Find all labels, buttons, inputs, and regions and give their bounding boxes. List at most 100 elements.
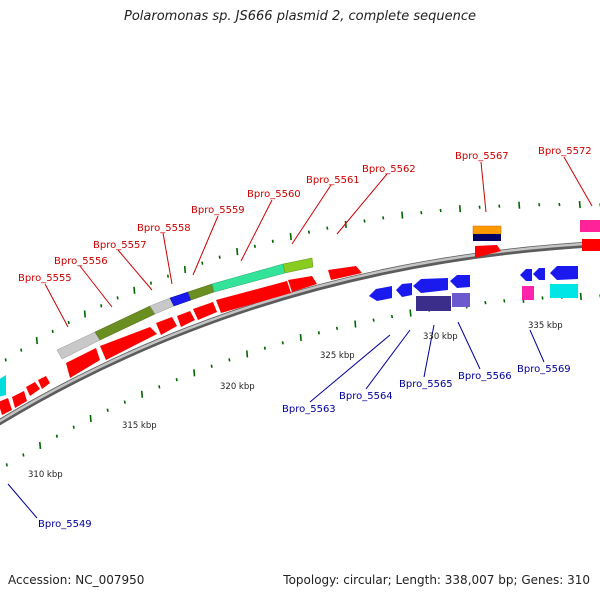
- tick-mark: [236, 248, 239, 256]
- tick-mark: [89, 415, 92, 423]
- tick-mark: [140, 390, 144, 398]
- forward-gene-labels: Bpro_5555 Bpro_5556 Bpro_5557 Bpro_5558 …: [18, 146, 592, 284]
- gene-label-bpro-5560: Bpro_5560: [247, 189, 301, 200]
- scale-label-325: 325 kbp: [320, 351, 355, 361]
- tick-mark: [335, 326, 339, 330]
- gene-arrow-fwd: [177, 311, 195, 327]
- tick-mark: [299, 334, 302, 342]
- tick-mark: [326, 226, 329, 230]
- scale-label-315: 315 kbp: [122, 421, 157, 431]
- feature-bar-olive-2: [187, 283, 215, 301]
- tick-mark: [149, 281, 153, 285]
- tick-mark: [518, 201, 521, 209]
- tick-mark: [409, 309, 412, 317]
- feature-bar-grey-2: [149, 297, 175, 315]
- gene-arrow-fwd: [12, 391, 27, 408]
- tick-mark: [166, 274, 170, 278]
- gene-label-bpro-5556: Bpro_5556: [54, 256, 108, 267]
- tick-mark: [83, 310, 86, 318]
- tick-mark: [317, 331, 320, 335]
- tick-mark: [354, 320, 357, 328]
- tick-mark: [281, 341, 284, 345]
- tick-mark: [439, 208, 442, 213]
- scale-label-335: 335 kbp: [528, 321, 563, 331]
- feature-bar-lime-1: [282, 257, 314, 274]
- topology-summary-text: Topology: circular; Length: 338,007 bp; …: [283, 573, 590, 587]
- gene-arrow-fwd: [288, 276, 317, 292]
- gene-arrow-fwd: [100, 327, 157, 360]
- tick-mark: [183, 265, 187, 274]
- tick-mark: [218, 255, 221, 259]
- tick-mark: [133, 286, 136, 294]
- reverse-callout-lines: [7, 321, 545, 519]
- gene-label-bpro-5566: Bpro_5566: [458, 371, 512, 382]
- gene-arrow-fwd: [38, 376, 50, 389]
- gene-arrow-fwd: [328, 266, 362, 280]
- tick-mark: [578, 201, 581, 209]
- forward-strand-genes: [0, 239, 600, 415]
- tick-mark: [246, 350, 249, 358]
- tick-mark: [72, 425, 75, 429]
- gene-arrow-fwd: [156, 317, 177, 335]
- scale-label-310: 310 kbp: [28, 470, 63, 480]
- tick-mark: [67, 320, 70, 325]
- gene-arrow-fwd: [26, 382, 40, 396]
- tick-mark: [289, 233, 292, 241]
- tick-mark: [20, 348, 23, 352]
- tick-mark: [39, 441, 42, 449]
- tick-mark: [344, 220, 347, 228]
- feature-track-outer: [56, 220, 600, 360]
- feature-bar-orange: [472, 225, 502, 235]
- tick-mark: [498, 204, 501, 208]
- gene-label-bpro-5561: Bpro_5561: [306, 175, 360, 186]
- forward-callout-lines: [44, 156, 593, 328]
- feature-bar-blue-1: [169, 291, 192, 307]
- gene-arrow-rev: [550, 266, 578, 280]
- backbone-arc: [0, 241, 600, 426]
- tick-mark: [382, 216, 385, 220]
- tick-mark: [541, 296, 544, 300]
- tick-mark: [35, 337, 38, 345]
- gene-arrow-fwd: [66, 348, 100, 378]
- gene-box-rev: [522, 286, 534, 300]
- tick-mark: [579, 292, 582, 300]
- tick-mark: [228, 358, 231, 362]
- tick-mark: [307, 230, 311, 234]
- gene-label-bpro-5564: Bpro_5564: [339, 391, 393, 402]
- gene-arrow-rev: [369, 286, 392, 301]
- tick-mark: [538, 203, 541, 207]
- gene-label-bpro-5572: Bpro_5572: [538, 146, 592, 157]
- gene-label-bpro-5563: Bpro_5563: [282, 404, 336, 415]
- gene-label-bpro-5557: Bpro_5557: [93, 240, 147, 251]
- gene-label-bpro-5567: Bpro_5567: [455, 151, 509, 162]
- tick-mark: [55, 434, 58, 438]
- gene-arrow-rev: [450, 275, 470, 288]
- scale-label-320: 320 kbp: [220, 382, 255, 392]
- gene-label-bpro-5559: Bpro_5559: [191, 205, 245, 216]
- tick-mark: [253, 244, 256, 248]
- gene-label-bpro-5558: Bpro_5558: [137, 223, 191, 234]
- gene-arrow-fwd: [216, 281, 291, 313]
- tick-mark: [503, 299, 506, 303]
- tick-mark: [5, 463, 8, 467]
- gene-label-bpro-5562: Bpro_5562: [362, 164, 416, 175]
- tick-mark: [478, 205, 481, 209]
- tick-mark: [401, 211, 404, 219]
- tick-mark: [420, 211, 423, 215]
- tick-mark: [193, 369, 196, 377]
- tick-mark: [158, 385, 161, 389]
- gene-arrow-fwd: [475, 245, 501, 258]
- tick-mark: [106, 408, 109, 412]
- gene-arrow-rev: [533, 268, 545, 280]
- gene-box-rev: [550, 284, 578, 298]
- reverse-strand-genes: [0, 266, 578, 397]
- accession-text: Accession: NC_007950: [8, 573, 145, 587]
- gene-arrow-rev: [413, 278, 448, 293]
- tick-mark: [363, 219, 366, 223]
- gene-label-bpro-5555: Bpro_5555: [18, 273, 72, 284]
- gene-label-bpro-5549: Bpro_5549: [38, 519, 92, 530]
- tick-mark: [271, 239, 274, 243]
- tick-mark: [123, 400, 126, 404]
- tick-mark: [4, 358, 7, 362]
